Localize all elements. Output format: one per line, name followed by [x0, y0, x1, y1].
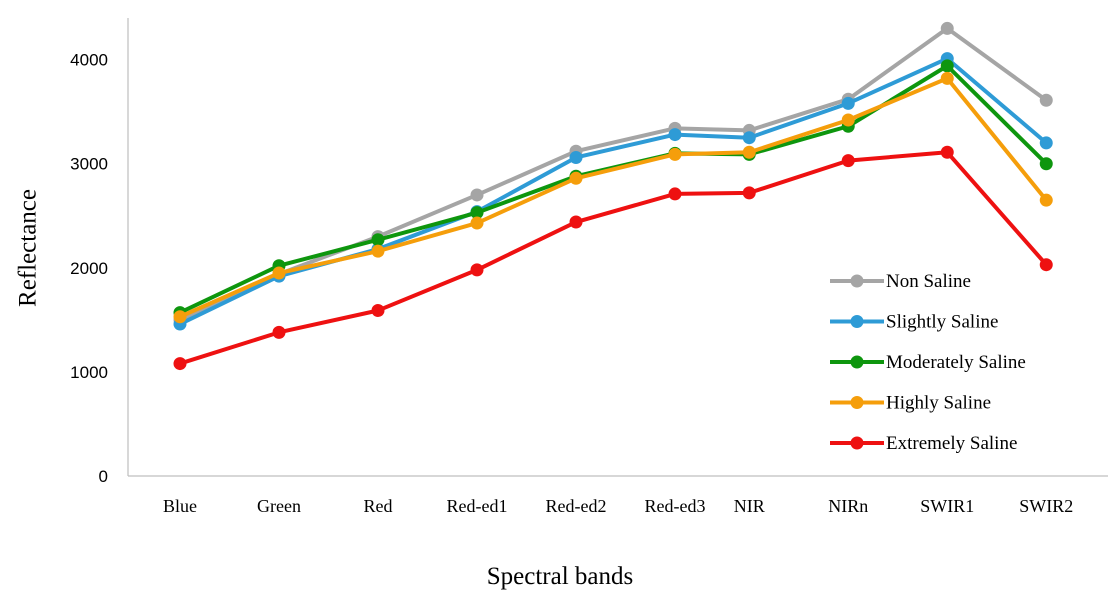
data-point: [569, 215, 583, 229]
series-line: [179, 76, 1048, 319]
data-point: [272, 325, 286, 339]
legend-label: Non Saline: [886, 271, 971, 292]
legend-swatch-marker: [850, 274, 864, 288]
data-point: [371, 233, 385, 247]
data-point: [940, 145, 954, 159]
data-point: [940, 59, 954, 73]
x-tick-label: Blue: [163, 496, 197, 516]
data-point: [940, 71, 954, 85]
legend: Non Saline Slightly Saline Moderately Sali…: [830, 271, 1026, 454]
series-extremely-saline: [173, 145, 1053, 371]
series-layer: [173, 21, 1053, 371]
data-point: [371, 303, 385, 317]
x-tick-label: Green: [257, 496, 301, 516]
legend-swatch-marker: [850, 355, 864, 369]
legend-swatch-marker: [850, 315, 864, 328]
data-point: [841, 154, 855, 168]
legend-label: Slightly Saline: [886, 312, 998, 333]
data-point: [173, 310, 187, 324]
x-tick-label: NIR: [734, 496, 765, 516]
data-point: [668, 187, 682, 201]
data-point: [470, 188, 484, 202]
data-point: [1039, 157, 1053, 171]
data-point: [742, 131, 756, 145]
y-axis-title: Reflectance: [15, 189, 42, 307]
data-point: [470, 206, 484, 220]
legend-swatch-marker: [850, 436, 864, 450]
x-tick-label: Red-ed3: [645, 496, 706, 516]
data-point: [668, 128, 682, 142]
data-point: [569, 171, 583, 185]
data-point: [841, 113, 855, 127]
data-point: [470, 263, 484, 277]
data-point: [272, 266, 286, 280]
series-line: [179, 26, 1048, 322]
y-tick-label: 3000: [70, 155, 108, 174]
data-point: [742, 186, 756, 200]
y-tick-label: 0: [99, 467, 108, 486]
legend-swatch-marker: [850, 396, 864, 409]
x-tick-label: NIRn: [828, 496, 868, 516]
y-tick-label: 1000: [70, 363, 108, 382]
legend-item: Non Saline: [830, 271, 971, 292]
legend-label: Highly Saline: [886, 393, 991, 414]
data-point: [173, 357, 187, 371]
axes: [127, 18, 1108, 477]
legend-label: Moderately Saline: [886, 352, 1026, 373]
data-point: [1039, 136, 1053, 150]
series-line: [179, 150, 1048, 366]
data-point: [470, 216, 484, 230]
x-axis-title: Spectral bands: [487, 563, 633, 590]
data-point: [940, 21, 954, 35]
legend-item: Slightly Saline: [830, 312, 998, 333]
data-point: [1039, 93, 1053, 107]
legend-item: Moderately Saline: [830, 352, 1026, 373]
x-tick-labels: Blue Green Red Red-ed1 Red-ed2 Red-ed3 NIR NIRn…: [163, 496, 1073, 516]
y-tick-labels: 0 1000 2000 3000 4000: [70, 51, 108, 486]
data-point: [668, 147, 682, 161]
legend-item: Highly Saline: [830, 393, 991, 414]
data-point: [1039, 193, 1053, 207]
data-point: [742, 145, 756, 159]
legend-item: Extremely Saline: [830, 433, 1017, 454]
legend-label: Extremely Saline: [886, 433, 1017, 454]
x-tick-label: SWIR2: [1019, 496, 1073, 516]
x-tick-label: Red-ed2: [546, 496, 607, 516]
x-tick-label: Red: [364, 496, 393, 516]
y-tick-label: 2000: [70, 259, 108, 278]
y-tick-label: 4000: [70, 51, 108, 70]
data-point: [1039, 258, 1053, 272]
x-tick-label: Red-ed1: [447, 496, 508, 516]
data-point: [841, 96, 855, 110]
series-highly-saline: [173, 71, 1053, 324]
data-point: [569, 150, 583, 164]
data-point: [371, 244, 385, 258]
x-tick-label: SWIR1: [920, 496, 974, 516]
